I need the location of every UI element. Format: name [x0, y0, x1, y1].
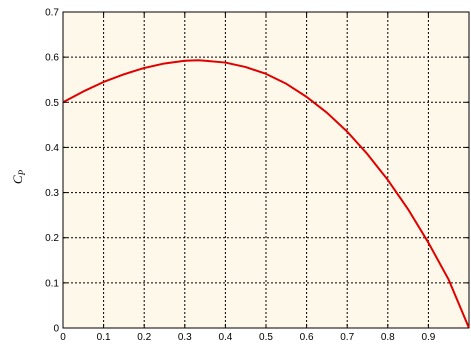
- x-tick-label: 0.8: [381, 332, 395, 343]
- y-tick-label: 0.2: [45, 233, 59, 244]
- grid-lines: [63, 12, 469, 328]
- x-tick-label: 0.6: [300, 332, 314, 343]
- axis-ticks: [62, 11, 469, 329]
- y-tick-label: 0.4: [45, 143, 59, 154]
- cp-curve: [62, 59, 470, 329]
- x-tick-label: 0.3: [178, 332, 192, 343]
- series-group: [62, 59, 470, 329]
- y-tick-label: 0.1: [45, 278, 59, 289]
- x-tick-label: 0.5: [259, 332, 273, 343]
- y-tick-label: 0.6: [45, 53, 59, 64]
- x-tick-label: 0.1: [97, 332, 111, 343]
- y-tick-label: 0.7: [45, 8, 59, 19]
- x-tick-label: 0.7: [340, 332, 354, 343]
- x-tick-label: 0.2: [137, 332, 151, 343]
- y-axis-label: CP: [10, 169, 27, 184]
- y-tick-label: 0.5: [45, 98, 59, 109]
- y-tick-label: 0: [53, 324, 59, 335]
- x-tick-label: 0.4: [218, 332, 232, 343]
- x-tick-label: 0: [60, 332, 66, 343]
- x-tick-label: 0.9: [421, 332, 435, 343]
- y-tick-label: 0.3: [45, 188, 59, 199]
- tick-labels: 0 0.1 0.2 0.3 0.4 0.5 0.6 0.7 0.8 0.9 0 0.1 0.2 0.3 0.…: [45, 8, 436, 344]
